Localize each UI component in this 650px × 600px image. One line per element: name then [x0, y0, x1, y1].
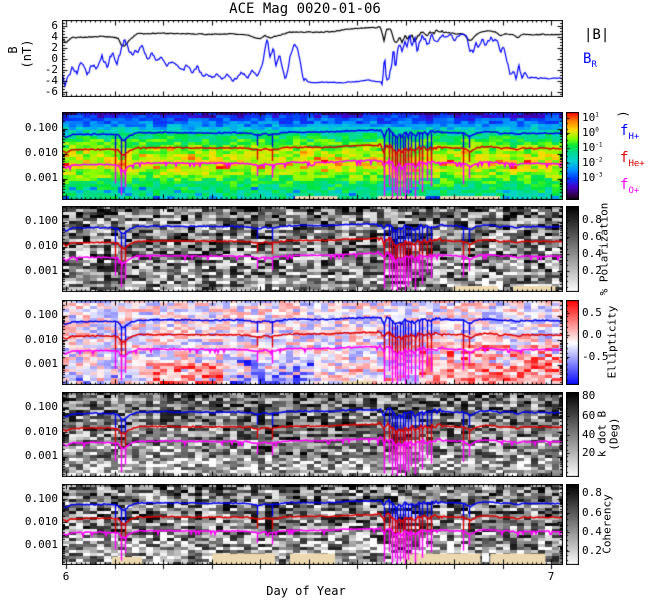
colorbar-tick-label-main: 10: [582, 171, 596, 184]
colorbar-tick-label-ellipticity: 0.0: [582, 328, 602, 341]
freq-tick-label: 0.010: [24, 239, 58, 252]
freq-tick-label: 0.001: [24, 171, 58, 184]
colorbar-tick-label-main: 10: [582, 141, 596, 154]
colorbar-tick-label-coherency: 0.4: [582, 525, 602, 538]
b-field-panel-canvas: [62, 20, 563, 97]
spectrogram-canvas--polarization: [62, 206, 563, 292]
x-axis-stub-canvas: [62, 565, 563, 570]
legend-fh-main: f: [620, 123, 629, 139]
colorbar-tick-label-main: 10: [582, 156, 596, 169]
colorbar-tick-label-exp: -3: [595, 171, 603, 179]
freq-tick-label: 0.100: [24, 214, 58, 227]
panel-label-coherency: Coherency: [600, 494, 614, 554]
colorbar-tick-label-coherency: 0.6: [582, 506, 602, 519]
colorbar-polarization: [566, 206, 579, 292]
legend-fo-sub: O+: [628, 185, 640, 196]
colorbar-tick-label-exp: -2: [595, 156, 603, 164]
colorbar-tick-label-polarization: 0.6: [582, 230, 602, 243]
colorbar-tick-label-polarization: 0.8: [582, 213, 602, 226]
colorbar-tick-label-exp: 0: [595, 126, 599, 134]
freq-tick-label: 0.001: [24, 264, 58, 277]
freq-tick-label: 0.001: [24, 538, 58, 551]
colorbar-tick-label-coherency: 0.8: [582, 486, 602, 499]
p1-ytick-label: 4: [51, 30, 58, 43]
x-tick-label-7: 7: [547, 570, 555, 583]
legend-br: BR: [583, 52, 597, 70]
p1-ytick-label: 6: [51, 19, 58, 32]
spectrogram-canvas-k-dot-b-deg-: [62, 392, 563, 477]
plot-title: ACE Mag 0020-01-06: [229, 1, 381, 17]
colorbar-tick-label-coherency: 0.2: [582, 544, 602, 557]
freq-tick-label: 0.100: [24, 308, 58, 321]
freq-tick-label: 0.100: [24, 121, 58, 134]
freq-tick-label: 0.001: [24, 449, 58, 462]
legend-br-main: B: [583, 51, 592, 67]
clipped-units-fragment: ): [616, 110, 630, 118]
p1-ytick-label: -4: [44, 74, 58, 87]
freq-tick-label: 0.100: [24, 400, 58, 413]
freq-tick-label: 0.010: [24, 515, 58, 528]
x-axis-label: Day of Year: [266, 584, 346, 598]
p1-ytick-label: -2: [44, 63, 58, 76]
panel-label-kdotb-units: (Deg): [607, 417, 621, 451]
p1-ytick-label: 2: [51, 41, 58, 54]
spectrogram-canvas-ellipticity: [62, 300, 563, 385]
freq-tick-label: 0.010: [24, 146, 58, 159]
p1-ytick-label: -6: [44, 85, 58, 98]
colorbar-ellipticity: [566, 300, 579, 385]
legend-fo-main: f: [620, 177, 629, 193]
colorbar-tick-label-ellipticity: 0.5: [582, 306, 602, 319]
colorbar-tick-label-exp: 1: [595, 111, 599, 119]
colorbar-power: [566, 112, 579, 200]
colorbar-tick-label-main: 10: [582, 126, 596, 139]
legend-fhe-main: f: [620, 150, 629, 166]
panel-label-kdotb: k dot B: [595, 410, 609, 458]
colorbar-kdotb: [566, 392, 579, 477]
colorbar-tick-label-power: 10-2: [582, 157, 602, 168]
colorbar-tick-label-main: 10: [582, 111, 596, 124]
freq-tick-label: 0.001: [24, 357, 58, 370]
freq-tick-label: 0.010: [24, 425, 58, 438]
colorbar-tick-label-power: 101: [582, 112, 599, 123]
colorbar-tick-label-ellipticity: -0.5: [582, 350, 609, 363]
legend-fo: fO+: [620, 178, 639, 196]
colorbar-tick-label-power: 10-1: [582, 142, 602, 153]
colorbar-tick-label-kdotb: 40: [582, 428, 596, 441]
colorbar-tick-label-kdotb: 60: [582, 409, 596, 422]
colorbar-tick-label-kdotb: 80: [582, 389, 596, 402]
colorbar-tick-label-polarization: 0.2: [582, 264, 602, 277]
freq-tick-label: 0.010: [24, 333, 58, 346]
x-tick-label-6: 6: [62, 570, 70, 583]
legend-fhe: fHe+: [620, 151, 645, 169]
colorbar-tick-label-power: 10-3: [582, 172, 602, 183]
legend-bmag: |B|: [584, 27, 610, 43]
colorbar-tick-label-power: 100: [582, 127, 599, 138]
colorbar-tick-label-exp: -1: [595, 141, 603, 149]
spectrogram-canvas-coherency: [62, 484, 563, 565]
colorbar-coherency: [566, 484, 579, 565]
colorbar-tick-label-polarization: 0.4: [582, 247, 602, 260]
legend-fh-sub: H+: [628, 131, 640, 142]
panel-label-ellipticity: Ellipticity: [605, 305, 619, 379]
legend-fhe-sub: He+: [628, 158, 645, 169]
p1-ytick-label: 0: [51, 52, 58, 65]
colorbar-tick-label-kdotb: 20: [582, 446, 596, 459]
legend-fh: fH+: [620, 124, 639, 142]
spectrogram-canvas-wave-power: [62, 112, 563, 200]
freq-tick-label: 0.100: [24, 492, 58, 505]
legend-br-sub: R: [591, 59, 597, 70]
